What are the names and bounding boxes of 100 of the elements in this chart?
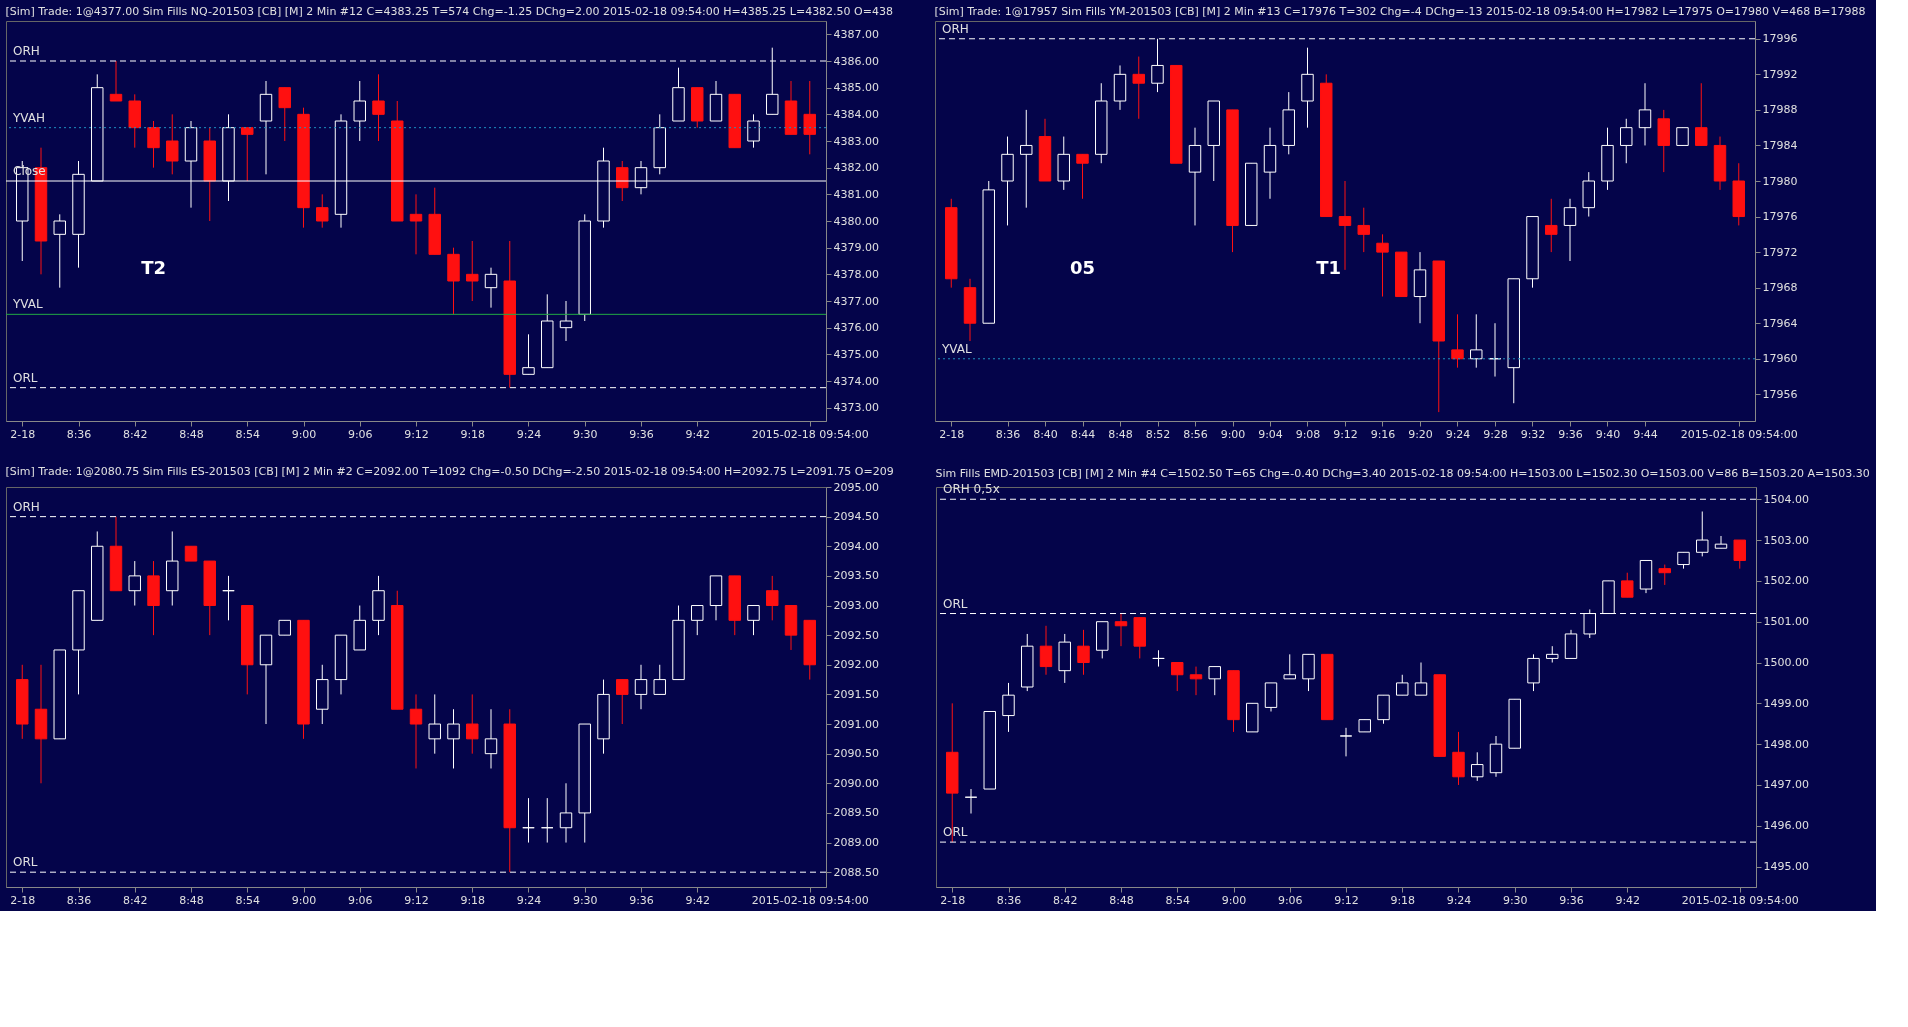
candlestick bbox=[466, 240, 479, 302]
y-tick-label: 17996 bbox=[1762, 32, 1798, 46]
y-tick-label: 4377.00 bbox=[833, 294, 879, 308]
chart-title: Sim Fills EMD-201503 [CB] [M] 2 Min #4 C=1502.50 T=65 Chg=-0.40 DChg=3.40 2015-02-18 09:54:00 H=1503.00 L=1502.30 O=1503.00 V=86 B=1503.20 A=1503.30 bbox=[935, 467, 1870, 481]
ref-line-label: ORH 0,5x bbox=[943, 482, 1000, 497]
candlestick bbox=[241, 127, 254, 182]
y-tick-label: 4378.00 bbox=[833, 267, 879, 281]
candlestick bbox=[1189, 666, 1203, 696]
y-tick-label: 17980 bbox=[1762, 174, 1798, 188]
y-tick-label: 17976 bbox=[1762, 210, 1798, 224]
candlestick bbox=[616, 160, 629, 202]
x-tick-label: 8:36 bbox=[66, 893, 92, 907]
candlestick bbox=[1451, 313, 1464, 369]
candlestick bbox=[1696, 510, 1709, 557]
x-tick-label: 9:12 bbox=[404, 893, 429, 907]
candlestick bbox=[1039, 625, 1053, 676]
x-tick-label: 8:42 bbox=[1052, 893, 1078, 907]
candlestick bbox=[1414, 662, 1428, 696]
candlestick bbox=[428, 693, 441, 755]
x-tick-label: 9:18 bbox=[460, 893, 486, 907]
chart-title: [Sim] Trade: 1@2080.75 Sim Fills ES-201503 [CB] [M] 2 Min #2 C=2092.00 T=1092 Chg=-0.50 DChg=-2.50 2015-02-18 09:54:00 H=2092.75 L=2091.75 O=209 bbox=[5, 465, 894, 478]
y-tick-label: 2088.50 bbox=[833, 865, 879, 879]
x-tick-label: 9:20 bbox=[1408, 427, 1433, 441]
y-tick-label: 1495.00 bbox=[1763, 860, 1809, 874]
y-tick-label: 4374.00 bbox=[833, 374, 879, 388]
x-tick-label: 8:56 bbox=[1183, 427, 1208, 441]
y-tick-label: 2093.50 bbox=[833, 569, 879, 583]
y-tick-label: 4384.00 bbox=[833, 107, 879, 121]
candlestick bbox=[1208, 666, 1221, 696]
candlestick bbox=[1376, 233, 1389, 298]
candlestick bbox=[1338, 180, 1352, 271]
candlestick bbox=[1002, 682, 1015, 733]
x-tick-label: 2-18 bbox=[10, 427, 36, 441]
ref-line-label: YVAL bbox=[941, 341, 972, 356]
candlestick bbox=[766, 575, 779, 621]
y-tick-label: 2091.50 bbox=[833, 687, 879, 701]
candlestick bbox=[109, 60, 123, 102]
x-tick-label: 9:12 bbox=[404, 427, 429, 441]
y-tick-label: 2092.50 bbox=[833, 628, 879, 642]
x-tick-label: 9:24 bbox=[516, 427, 542, 441]
candlestick bbox=[803, 80, 816, 155]
candlestick bbox=[466, 693, 479, 755]
x-tick-label: 2015-02-18 09:54:00 bbox=[751, 893, 869, 907]
candlestick bbox=[616, 679, 629, 725]
candlestick bbox=[541, 797, 554, 844]
y-tick-label: 17968 bbox=[1762, 281, 1798, 295]
candlestick bbox=[1152, 649, 1165, 668]
x-tick-label: 8:40 bbox=[1033, 427, 1058, 441]
x-tick-label: 9:36 bbox=[1559, 893, 1584, 907]
candlestick bbox=[1470, 313, 1483, 369]
candlestick bbox=[1714, 535, 1728, 549]
y-tick-label: 4375.00 bbox=[833, 347, 879, 361]
candlestick bbox=[1283, 653, 1296, 680]
x-tick-label: 9:24 bbox=[1446, 893, 1472, 907]
y-tick-label: 1503.00 bbox=[1763, 533, 1809, 547]
candlestick bbox=[1077, 629, 1090, 676]
y-tick-label: 1502.00 bbox=[1763, 574, 1809, 588]
y-tick-label: 2091.00 bbox=[833, 717, 879, 731]
candlestick bbox=[353, 80, 366, 142]
x-tick-label: 8:48 bbox=[179, 427, 204, 441]
y-tick-label: 1499.00 bbox=[1763, 696, 1809, 710]
candlestick bbox=[1695, 82, 1708, 146]
y-tick-label: 17956 bbox=[1762, 387, 1798, 401]
x-tick-label: 8:48 bbox=[1109, 893, 1134, 907]
candlestick bbox=[278, 87, 291, 142]
ref-line-label: ORL bbox=[943, 596, 968, 611]
candlestick bbox=[372, 73, 385, 142]
x-tick-label: 8:48 bbox=[1108, 427, 1133, 441]
x-tick-label: 8:54 bbox=[235, 893, 261, 907]
x-tick-label: 9:42 bbox=[1615, 893, 1641, 907]
candlestick bbox=[53, 213, 66, 289]
x-tick-label: 8:54 bbox=[1165, 893, 1191, 907]
y-tick-label: 17964 bbox=[1762, 316, 1798, 330]
candlestick bbox=[409, 693, 423, 769]
y-tick-label: 2092.00 bbox=[833, 658, 879, 672]
candlestick bbox=[1396, 674, 1409, 696]
y-tick-label: 2089.00 bbox=[833, 836, 879, 850]
x-tick-label: 9:30 bbox=[1502, 893, 1528, 907]
x-tick-label: 8:42 bbox=[122, 427, 148, 441]
x-tick-label: 9:36 bbox=[629, 427, 654, 441]
candlestick bbox=[522, 333, 535, 375]
candlestick bbox=[484, 267, 498, 309]
x-tick-label: 9:16 bbox=[1370, 427, 1396, 441]
x-tick-label: 9:30 bbox=[572, 893, 598, 907]
x-tick-label: 9:24 bbox=[1445, 427, 1471, 441]
y-tick-label: 4386.00 bbox=[833, 54, 879, 68]
candlestick bbox=[522, 797, 535, 844]
y-tick-label: 4381.00 bbox=[833, 187, 879, 201]
x-tick-label: 9:18 bbox=[460, 427, 486, 441]
candlestick bbox=[1620, 118, 1633, 164]
y-tick-label: 4373.00 bbox=[833, 401, 879, 415]
y-tick-label: 4382.00 bbox=[833, 161, 879, 175]
candlestick bbox=[747, 605, 760, 636]
candlestick bbox=[1733, 539, 1746, 570]
y-tick-label: 2095.00 bbox=[833, 480, 879, 494]
x-tick-label: 9:42 bbox=[685, 427, 711, 441]
x-tick-label: 9:24 bbox=[516, 893, 542, 907]
candlestick bbox=[747, 113, 760, 149]
y-tick-label: 1496.00 bbox=[1763, 819, 1809, 833]
y-tick-label: 1504.00 bbox=[1763, 492, 1809, 506]
